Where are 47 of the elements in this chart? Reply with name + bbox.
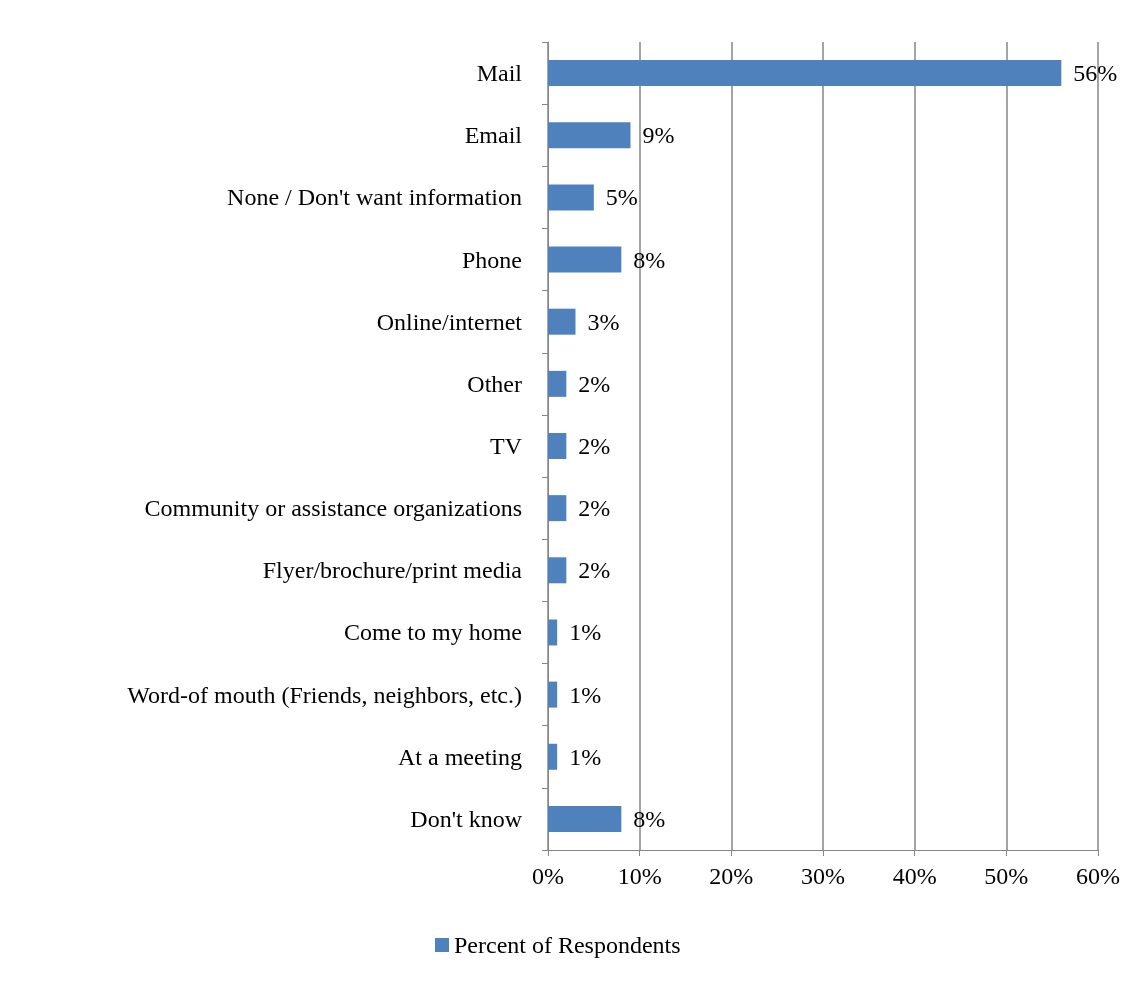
y-tick-label: TV bbox=[490, 433, 523, 459]
y-tick-label: Flyer/brochure/print media bbox=[262, 557, 523, 584]
data-label: 56% bbox=[1073, 60, 1118, 87]
bar bbox=[548, 370, 567, 397]
bar bbox=[548, 433, 567, 459]
y-tick-label: Phone bbox=[462, 246, 522, 273]
y-tick-label: Don't know bbox=[410, 805, 523, 832]
bar bbox=[548, 308, 576, 335]
x-tick-label: 10% bbox=[617, 863, 662, 889]
x-tick-label: 20% bbox=[709, 863, 754, 889]
y-tick-label: Come to my home bbox=[344, 619, 522, 646]
bar bbox=[548, 557, 567, 584]
data-label: 8% bbox=[633, 246, 666, 273]
x-tick-label: 40% bbox=[892, 863, 937, 889]
legend-label: Percent of Respondents bbox=[454, 932, 681, 958]
data-label: 2% bbox=[578, 370, 611, 397]
bar bbox=[548, 619, 558, 646]
bar bbox=[548, 122, 631, 149]
data-label: 1% bbox=[569, 681, 602, 708]
y-tick-label: Word-of mouth (Friends, neighbors, etc.) bbox=[127, 681, 522, 708]
bar bbox=[548, 743, 558, 770]
y-tick-label: At a meeting bbox=[398, 743, 522, 770]
data-label: 8% bbox=[633, 805, 666, 832]
y-tick-label: Email bbox=[464, 122, 523, 149]
y-tick-label: Other bbox=[467, 370, 522, 397]
data-label: 2% bbox=[578, 495, 611, 522]
bar bbox=[548, 60, 1062, 87]
y-tick-label: Online/internet bbox=[376, 308, 523, 335]
data-label: 2% bbox=[578, 557, 611, 584]
bar bbox=[548, 246, 622, 273]
data-label: 3% bbox=[587, 308, 620, 335]
x-tick-label: 0% bbox=[532, 863, 564, 889]
bar bbox=[548, 681, 558, 708]
x-tick-label: 60% bbox=[1076, 863, 1120, 889]
y-tick-label: None / Don't want information bbox=[227, 184, 522, 211]
data-label: 2% bbox=[578, 433, 611, 459]
data-label: 5% bbox=[605, 184, 638, 211]
x-tick-label: 30% bbox=[801, 863, 845, 889]
bar bbox=[548, 184, 594, 211]
y-tick-label: Mail bbox=[476, 60, 523, 87]
data-label: 9% bbox=[642, 122, 675, 149]
bar bbox=[548, 495, 567, 522]
x-tick-label: 50% bbox=[984, 863, 1029, 889]
bar bbox=[548, 805, 622, 832]
data-label: 1% bbox=[569, 743, 602, 770]
y-tick-label: Community or assistance organizations bbox=[144, 495, 522, 522]
data-label: 1% bbox=[569, 619, 602, 646]
